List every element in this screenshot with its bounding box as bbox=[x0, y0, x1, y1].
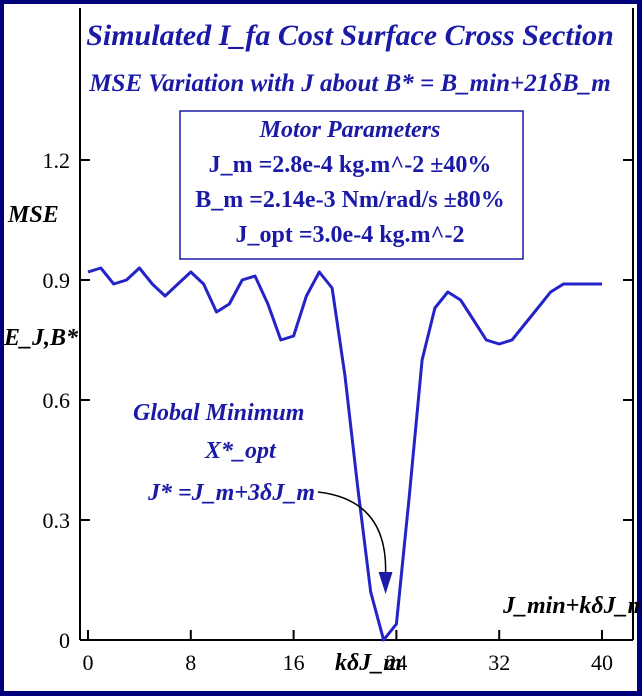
annotation-arrow bbox=[317, 491, 387, 575]
annotation-xopt: X*_opt bbox=[204, 438, 277, 464]
mse-series-line bbox=[87, 266, 602, 642]
annotation-global-minimum: Global Minimum bbox=[133, 400, 304, 426]
x-axis-corner-label: J_min+kδJ_m bbox=[502, 593, 642, 619]
x-tick-label: 32 bbox=[488, 650, 510, 675]
y-tick-label: 0.6 bbox=[43, 388, 71, 413]
parameter-jopt: J_opt =3.0e-4 kg.m^-2 bbox=[236, 222, 465, 248]
annotation-jstar: J* =J_m+3δJ_m bbox=[147, 480, 315, 506]
y-tick-label: 0.9 bbox=[43, 268, 71, 293]
axis-ticks: 0 8 16 24 32 40 0 0.3 0.6 0.9 1.2 bbox=[43, 148, 633, 675]
y-tick-label: 0.3 bbox=[43, 508, 71, 533]
y-tick-label: 0 bbox=[59, 628, 70, 653]
x-tick-label: 0 bbox=[83, 650, 94, 675]
y-tick-label: 1.2 bbox=[43, 148, 71, 173]
x-tick-label: 8 bbox=[185, 650, 196, 675]
annotation-arrowhead bbox=[378, 572, 393, 594]
x-tick-label: 24 bbox=[385, 650, 407, 675]
parameter-bm: B_m =2.14e-3 Nm/rad/s ±80% bbox=[195, 187, 505, 213]
y-axis-label-ejb: E_J,B* bbox=[3, 325, 79, 351]
x-tick-label: 16 bbox=[283, 650, 305, 675]
chart-title: Simulated I_fa Cost Surface Cross Sectio… bbox=[86, 19, 614, 52]
x-tick-label: 40 bbox=[591, 650, 613, 675]
chart-subtitle: MSE Variation with J about B* = B_min+21… bbox=[88, 70, 610, 97]
parameters-box bbox=[179, 110, 524, 260]
parameters-heading: Motor Parameters bbox=[259, 117, 441, 143]
parameter-jm: J_m =2.8e-4 kg.m^-2 ±40% bbox=[209, 152, 492, 178]
y-axis-label-mse: MSE bbox=[7, 202, 59, 228]
x-axis-label: kδJ_m bbox=[335, 650, 402, 676]
